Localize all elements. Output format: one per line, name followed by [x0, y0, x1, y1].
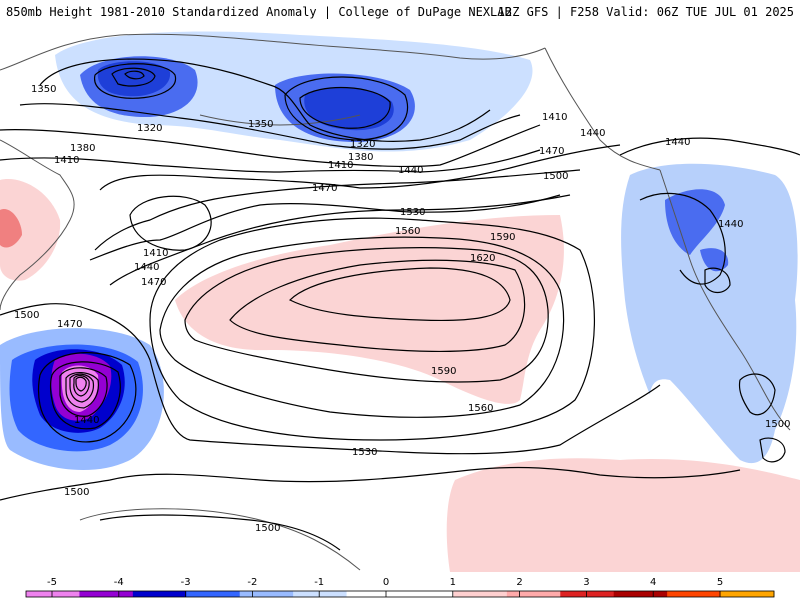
contour-label: 1530 — [352, 447, 377, 458]
colorbar-tick-label: 4 — [650, 577, 656, 588]
colorbar-segment — [346, 591, 401, 597]
contour-label: 1440 — [74, 415, 99, 426]
coastlines — [0, 33, 791, 571]
anomaly-shading — [0, 31, 800, 572]
map-title: 850mb Height 1981-2010 Standardized Anom… — [6, 5, 512, 19]
colorbar-tick-label: -5 — [47, 577, 57, 588]
contour-label: 1440 — [398, 165, 423, 176]
colorbar-tick-label: -1 — [314, 577, 324, 588]
colorbar-tick-label: 5 — [717, 577, 723, 588]
contour-label: 1410 — [328, 160, 353, 171]
contour-label: 1560 — [395, 226, 420, 237]
contour-label: 1470 — [539, 146, 564, 157]
colorbar-ticks: -5 -4 -3 -2 -1 0 1 2 3 4 5 — [47, 577, 723, 597]
colorbar-outline — [25, 590, 775, 598]
contour-label: 1350 — [248, 119, 273, 130]
colorbar-tick-label: 2 — [516, 577, 522, 588]
colorbar-segment — [293, 591, 348, 597]
contour-label: 1530 — [400, 207, 425, 218]
contour-label: 1410 — [542, 112, 567, 123]
contour-label: 1380 — [348, 152, 373, 163]
colorbar-segment — [239, 591, 294, 597]
contour-label: 1440 — [134, 262, 159, 273]
colorbar-tick-label: -3 — [181, 577, 191, 588]
contour-label: 1410 — [54, 155, 79, 166]
strong-negative-anomaly-sw-us — [700, 248, 729, 272]
colorbar-segment — [186, 591, 241, 597]
contour-label: 1470 — [57, 319, 82, 330]
contour-label: 1380 — [70, 143, 95, 154]
contour-label: 1410 — [143, 248, 168, 259]
model-run-info: 12Z GFS | F258 Valid: 06Z TUE JUL 01 202… — [497, 5, 794, 19]
header: 850mb Height 1981-2010 Standardized Anom… — [0, 0, 800, 25]
colorbar-segments — [25, 590, 775, 598]
strong-positive-anomaly-asia — [0, 209, 22, 248]
contour-label: 1500 — [765, 419, 790, 430]
colorbar-segment — [506, 591, 561, 597]
colorbar-tick-label: 0 — [383, 577, 389, 588]
colorbar-segment — [720, 591, 775, 597]
anomaly-colorbar: -5 -4 -3 -2 -1 0 1 2 3 4 5 — [25, 577, 775, 598]
colorbar-segment — [560, 591, 615, 597]
colorbar-segment — [400, 591, 454, 597]
strong-negative-anomaly-west-us — [665, 189, 725, 255]
contour-label: 1500 — [14, 310, 39, 321]
colorbar-segment — [26, 591, 80, 597]
colorbar-segment — [79, 591, 134, 597]
positive-anomaly-asia — [0, 179, 61, 281]
colorbar-segment — [613, 591, 668, 597]
contour-label: 1500 — [543, 171, 568, 182]
colorbar-tick-label: -4 — [114, 577, 124, 588]
height-contours — [0, 58, 800, 551]
contour-label: 1350 — [31, 84, 56, 95]
colorbar-tick-label: 1 — [450, 577, 456, 588]
contour-label: 1590 — [431, 366, 456, 377]
contour-label: 1620 — [470, 253, 495, 264]
contour-label: 1440 — [665, 137, 690, 148]
colorbar-tick-label: -2 — [247, 577, 257, 588]
contour-label: 1500 — [255, 523, 280, 534]
contour-labels: 1350 1320 1350 1320 1380 1410 1380 1410 … — [14, 84, 790, 534]
contour-label: 1320 — [137, 123, 162, 134]
contour-label: 1470 — [141, 277, 166, 288]
contour-label: 1440 — [580, 128, 605, 139]
contour-label: 1470 — [312, 183, 337, 194]
positive-anomaly-southeast — [446, 458, 800, 572]
colorbar-segment — [667, 591, 722, 597]
contour-label: 1560 — [468, 403, 493, 414]
colorbar-tick-label: 3 — [583, 577, 589, 588]
contour-label: 1320 — [350, 139, 375, 150]
map-canvas: 1350 1320 1350 1320 1380 1410 1380 1410 … — [0, 24, 800, 572]
contour-label: 1500 — [64, 487, 89, 498]
core-negative-anomaly-east — [304, 87, 394, 131]
contour-label: 1440 — [718, 219, 743, 230]
colorbar-segment — [453, 591, 508, 597]
colorbar-segment — [132, 591, 187, 597]
negative-anomaly-west-us — [621, 163, 798, 464]
contour-label: 1590 — [490, 232, 515, 243]
